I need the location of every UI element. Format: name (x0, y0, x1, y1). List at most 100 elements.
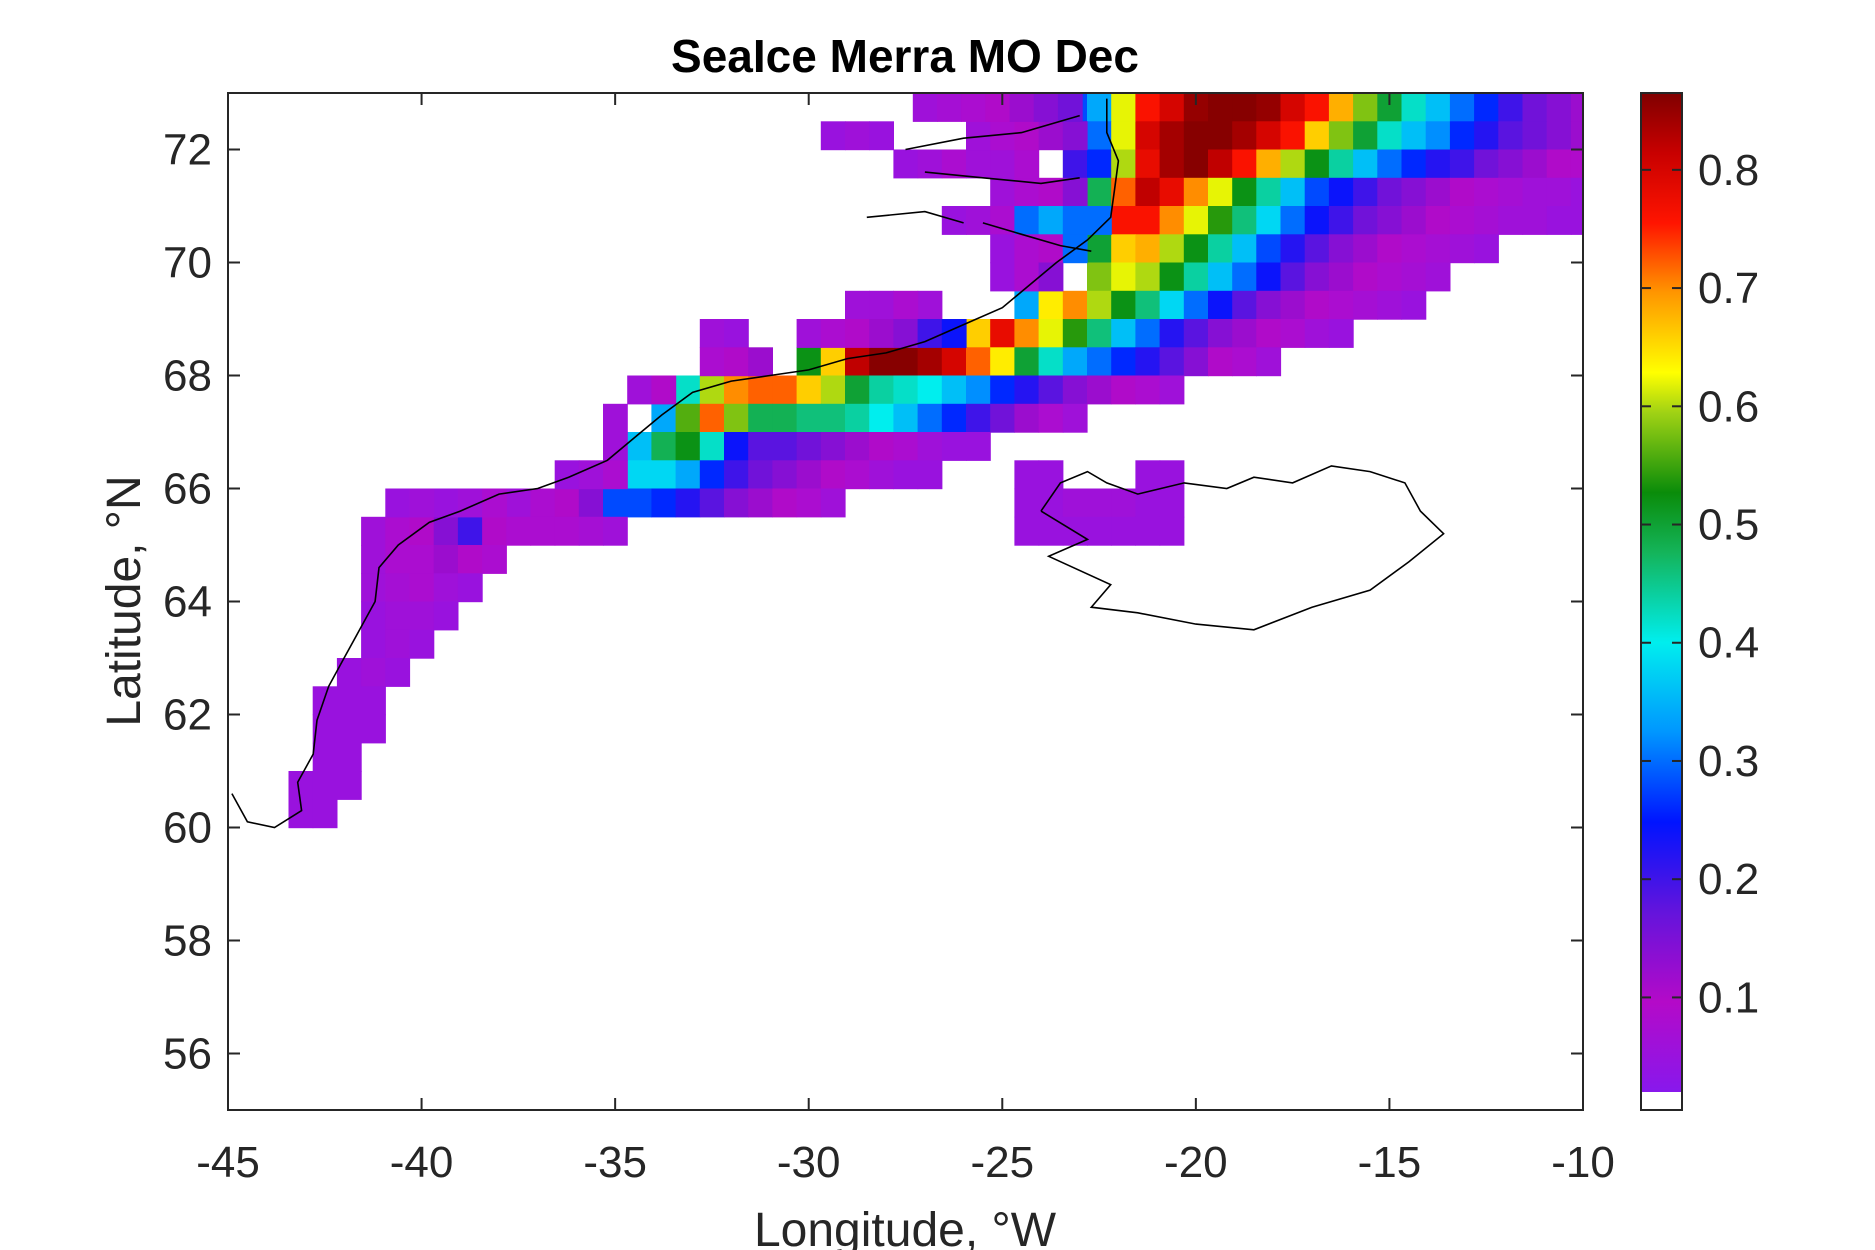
heatmap-cell (1595, 206, 1620, 235)
y-tick-label: 68 (163, 352, 212, 401)
heatmap-cell (820, 403, 846, 433)
heatmap-cell (1232, 234, 1257, 264)
heatmap-cell (1014, 319, 1040, 348)
heatmap-cell (1353, 262, 1378, 292)
heatmap-cell (796, 432, 822, 461)
heatmap-cell (941, 347, 967, 377)
heatmap-cell (1208, 177, 1233, 207)
heatmap-cell (1353, 234, 1378, 264)
heatmap-cell (1038, 403, 1064, 433)
heatmap-cell (1087, 177, 1112, 207)
heatmap-cell (1595, 93, 1620, 122)
heatmap-cell (1135, 149, 1161, 179)
heatmap-cell (675, 375, 701, 405)
heatmap-cell (1328, 234, 1354, 264)
heatmap-cell (820, 488, 846, 518)
heatmap-cell (1135, 121, 1161, 151)
heatmap-cell (651, 375, 677, 405)
heatmap-cell (893, 460, 919, 490)
x-tick-label: -30 (777, 1138, 841, 1187)
heatmap-cell (1280, 206, 1306, 235)
heatmap-cell (845, 121, 870, 151)
heatmap-cell (1328, 319, 1354, 348)
heatmap-cell (1208, 93, 1233, 122)
heatmap-cell (336, 658, 362, 687)
heatmap-cell (724, 347, 749, 377)
heatmap-cell (1232, 121, 1257, 151)
heatmap-cell (1401, 290, 1427, 320)
heatmap-cell (1425, 149, 1451, 179)
heatmap-cell (1328, 262, 1354, 292)
heatmap-cell (1135, 262, 1161, 292)
heatmap-cell (385, 573, 411, 603)
heatmap-cell (1425, 177, 1451, 207)
heatmap-cell (385, 516, 411, 546)
heatmap-cell (1546, 93, 1572, 122)
heatmap-cell (1474, 93, 1499, 122)
heatmap-cell (1038, 290, 1064, 320)
heatmap-cell (1328, 177, 1354, 207)
heatmap-cell (1498, 149, 1524, 179)
heatmap-cell (869, 290, 894, 320)
heatmap-cell (1038, 234, 1064, 264)
heatmap-cell (1498, 206, 1524, 235)
heatmap-cell (1377, 177, 1403, 207)
heatmap-cell (772, 460, 798, 490)
heatmap-cell (845, 290, 870, 320)
heatmap-cell (748, 375, 773, 405)
heatmap-cell (1159, 234, 1185, 264)
heatmap-cell (675, 488, 701, 518)
heatmap-cell (772, 488, 798, 518)
heatmap-cell (893, 432, 919, 461)
heatmap-cell (1353, 121, 1378, 151)
colorbar-tick-label: 0.5 (1698, 501, 1759, 550)
heatmap-cell (1014, 488, 1040, 518)
heatmap-cell (1401, 234, 1427, 264)
colorbar-tick-label: 0.2 (1698, 855, 1759, 904)
heatmap-cell (796, 319, 822, 348)
heatmap-cell (1062, 403, 1088, 433)
heatmap-cell (385, 488, 411, 518)
heatmap-cell (336, 742, 362, 772)
heatmap-cell (1183, 121, 1209, 151)
heatmap-cell (966, 319, 991, 348)
heatmap-cell (893, 290, 919, 320)
heatmap-cell (748, 488, 773, 518)
heatmap-cell (966, 432, 991, 461)
heatmap-cell (409, 573, 435, 603)
heatmap-cell (651, 403, 677, 433)
heatmap-cell (1280, 290, 1306, 320)
heatmap-cell (361, 686, 386, 716)
heatmap-cell (990, 375, 1015, 405)
x-tick-label: -35 (583, 1138, 647, 1187)
heatmap-cell (1087, 375, 1112, 405)
heatmap-cell (1038, 516, 1064, 546)
heatmap-cell (917, 375, 943, 405)
heatmap-cell (869, 375, 894, 405)
heatmap-cell (748, 460, 773, 490)
heatmap-cell (1377, 206, 1403, 235)
heatmap-cell (1304, 319, 1330, 348)
heatmap-cell (1111, 121, 1136, 151)
colorbar-tick-label: 0.6 (1698, 382, 1759, 431)
heatmap-cell (1353, 177, 1378, 207)
heatmap-cell (1304, 121, 1330, 151)
x-tick-label: -40 (390, 1138, 454, 1187)
heatmap-cell (937, 93, 962, 122)
heatmap-cell (941, 319, 967, 348)
heatmap-cell (1062, 488, 1088, 518)
heatmap-cell (1183, 234, 1209, 264)
heatmap-cell (1546, 149, 1572, 179)
heatmap-cell (1304, 93, 1330, 122)
colorbar-tick-label: 0.7 (1698, 264, 1759, 313)
heatmap-cell (336, 771, 362, 800)
heatmap-cell (530, 516, 556, 546)
heatmap-cell (1546, 121, 1572, 151)
heatmap-cell (1256, 262, 1282, 292)
heatmap-cell (1256, 121, 1282, 151)
heatmap-cell (1135, 93, 1161, 122)
heatmap-cell (1111, 375, 1136, 405)
heatmap-cell (1474, 177, 1499, 207)
heatmap-cell (1038, 488, 1064, 518)
heatmap-cell (457, 545, 483, 574)
